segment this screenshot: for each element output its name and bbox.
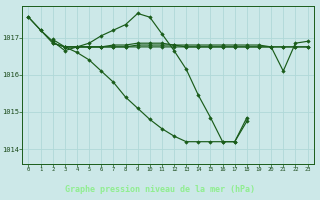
Text: Graphe pression niveau de la mer (hPa): Graphe pression niveau de la mer (hPa) <box>65 185 255 194</box>
